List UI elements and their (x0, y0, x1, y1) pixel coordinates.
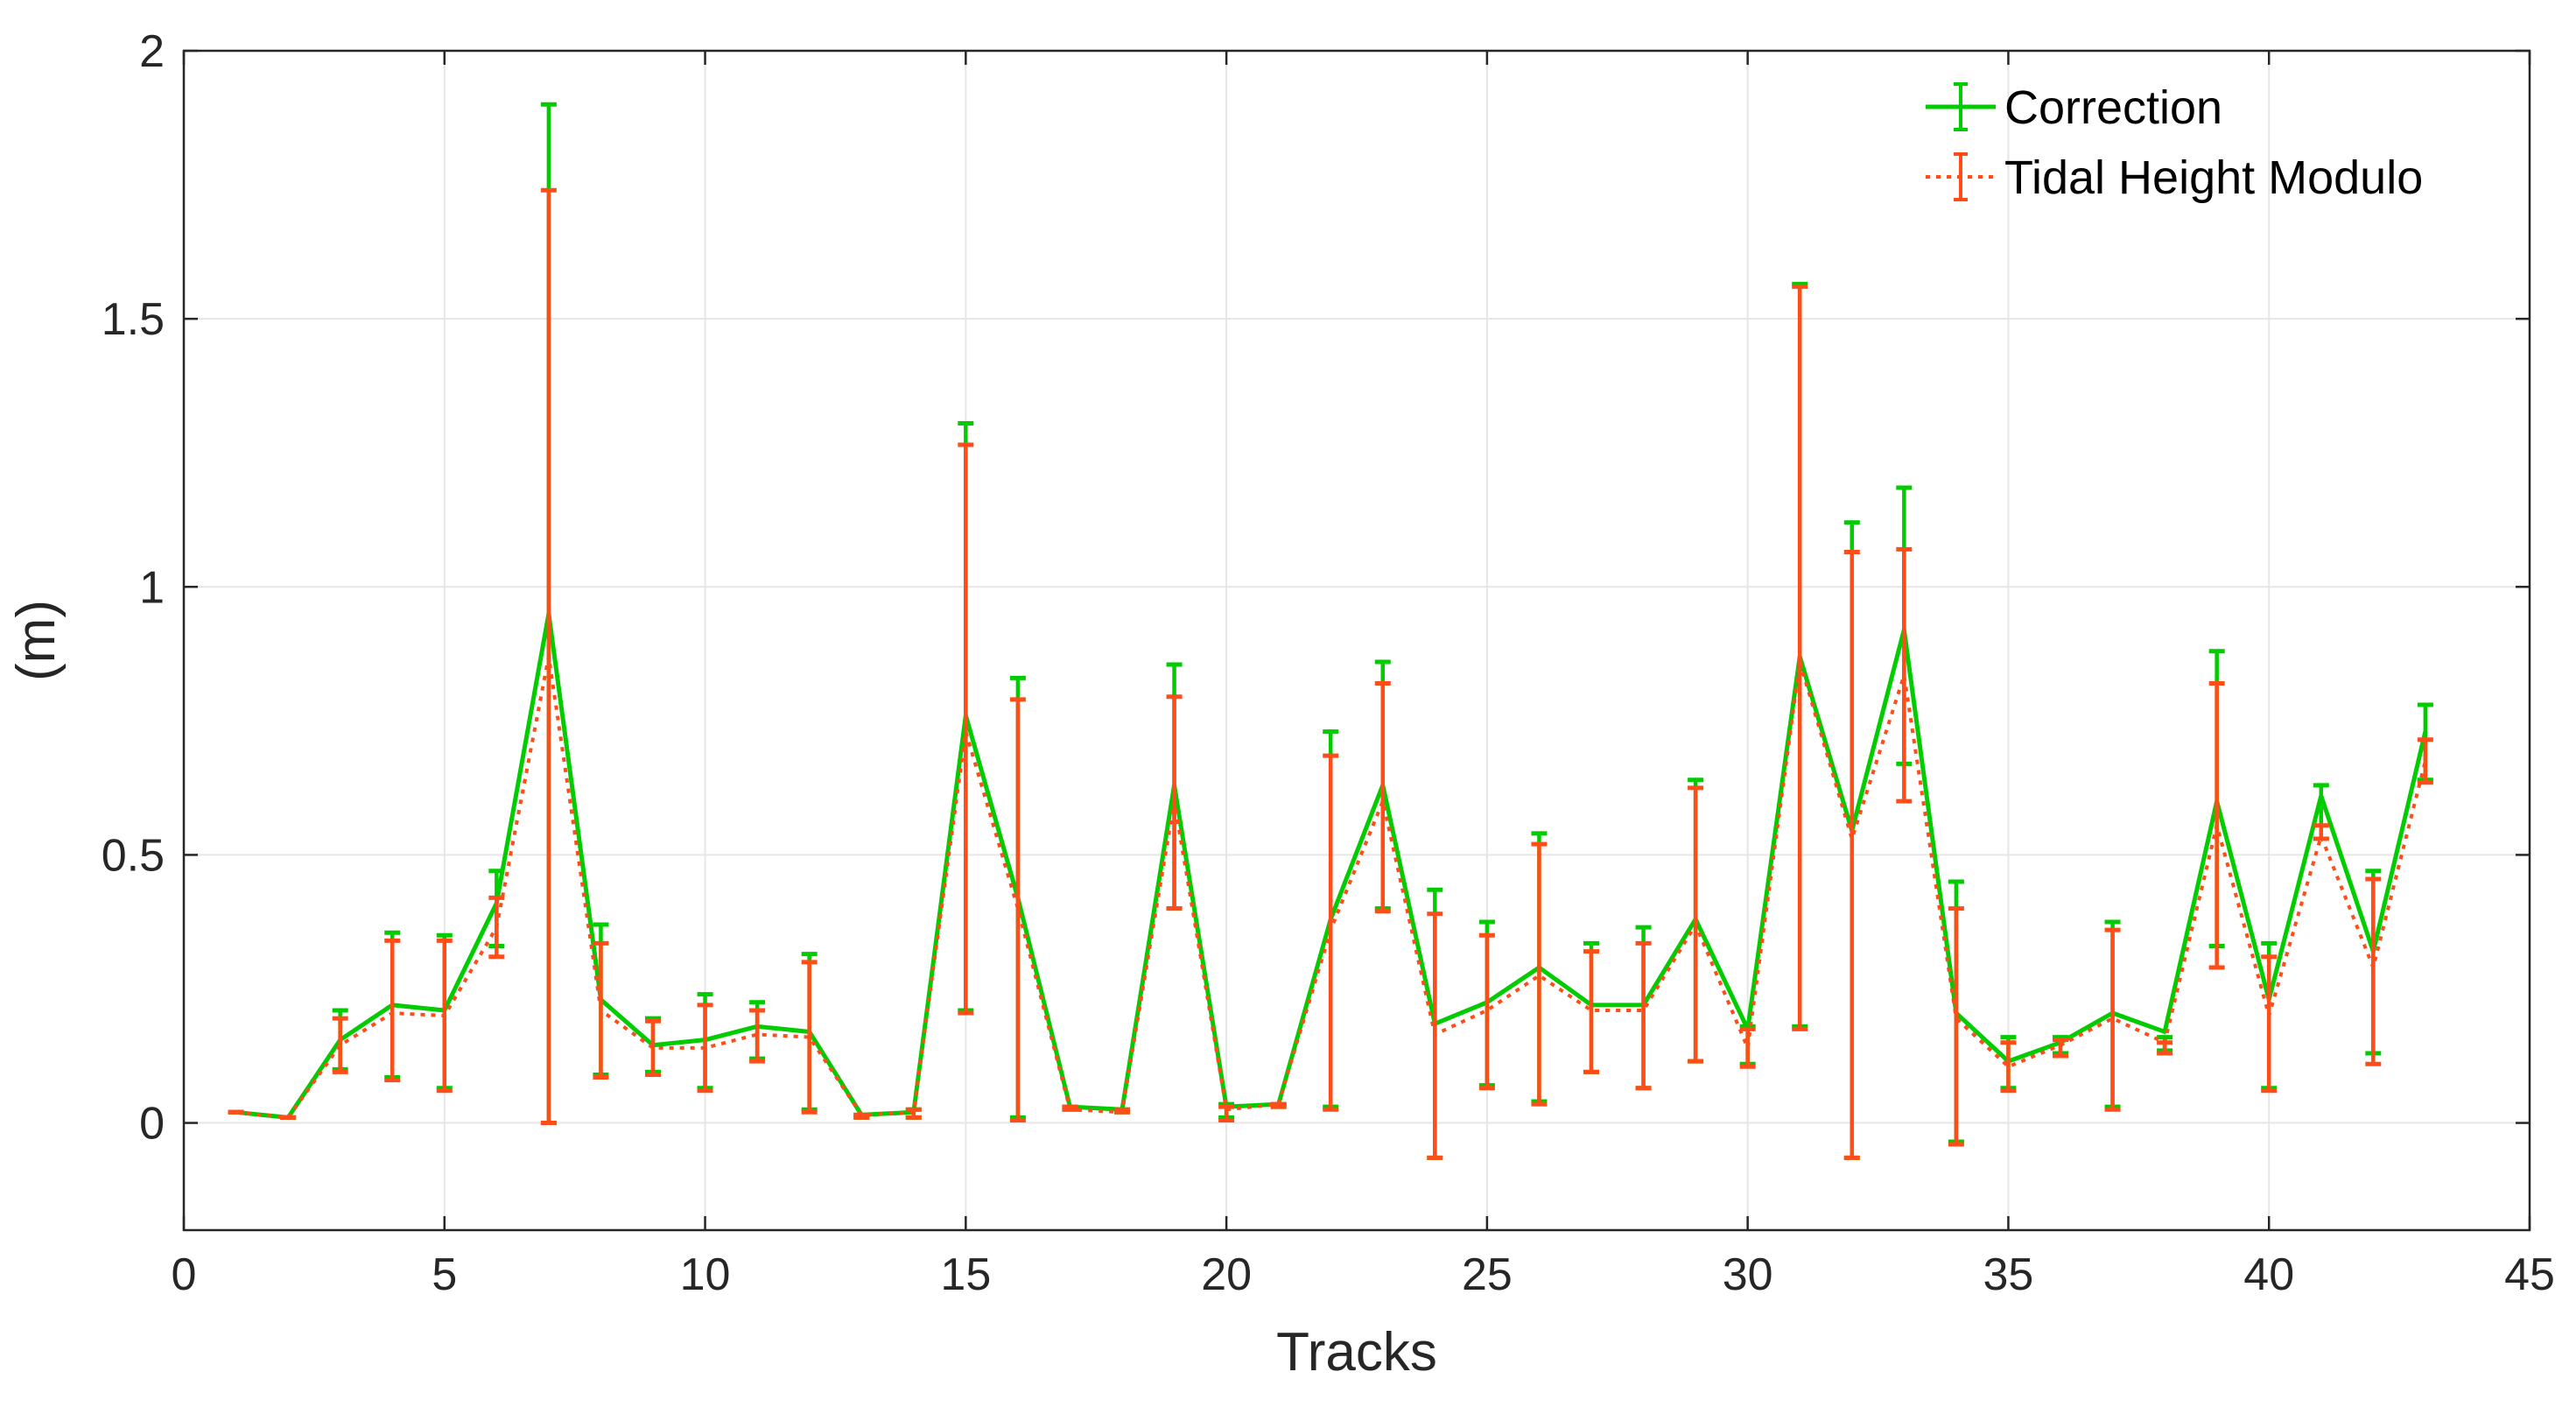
error-bar (1896, 546, 1913, 804)
legend-item-0: Correction (1926, 81, 2222, 134)
x-tick-label: 35 (1983, 1249, 2034, 1300)
x-axis-title: Tracks (1276, 1322, 1437, 1382)
error-bar (1009, 697, 1026, 1122)
x-tick-label: 10 (680, 1249, 731, 1300)
error-bar (1948, 906, 1964, 1147)
y-tick-label: 0 (139, 1099, 165, 1150)
error-bar (801, 960, 818, 1115)
error-bar (2313, 823, 2329, 841)
error-bar (540, 187, 557, 1126)
series-1 (228, 187, 2433, 1160)
legend-label: Tidal Height Modulo (2004, 151, 2423, 204)
error-bar (436, 938, 453, 1094)
error-bar (2053, 1038, 2068, 1059)
y-tick-label: 0.5 (102, 830, 165, 881)
error-bar (2157, 1040, 2173, 1056)
error-bar (384, 938, 401, 1083)
error-bar (1478, 932, 1495, 1091)
error-bar (2104, 927, 2121, 1112)
error-bar (2365, 876, 2382, 1066)
x-tick-label: 20 (1201, 1249, 1252, 1300)
legend-item-1: Tidal Height Modulo (1926, 151, 2423, 204)
error-bar (1635, 940, 1652, 1091)
error-bar (958, 442, 974, 1016)
error-bar (1218, 1104, 1235, 1122)
error-bar (332, 1016, 348, 1074)
axis-ticks: 0 5 10 15 20 25 30 35 40 45 0 0.5 1 1.5 2 (102, 26, 2555, 1300)
x-tick-label: 5 (432, 1249, 457, 1300)
y-tick-label: 1 (139, 562, 165, 613)
error-bar (1270, 1101, 1287, 1109)
error-bar (488, 895, 505, 960)
error-bar (697, 1002, 713, 1094)
legend: Correction Tidal Height Modulo (1926, 81, 2423, 204)
y-axis-title: (m) (6, 600, 67, 681)
series-layer (228, 102, 2433, 1160)
error-bar (1323, 753, 1339, 1112)
error-bar (1583, 949, 1599, 1074)
x-tick-label: 15 (940, 1249, 991, 1300)
error-bar (1166, 694, 1183, 911)
x-tick-label: 30 (1723, 1249, 1773, 1300)
error-bar (1739, 1026, 1756, 1069)
plot-frame (182, 49, 2531, 1232)
error-bar (2261, 954, 2278, 1094)
legend-label: Correction (2004, 81, 2222, 134)
x-tick-label: 0 (172, 1249, 197, 1300)
y-tick-label: 1.5 (102, 294, 165, 345)
error-bar (905, 1107, 922, 1120)
error-bar (1427, 911, 1443, 1160)
error-bar (2208, 680, 2225, 970)
x-tick-label: 40 (2243, 1249, 2294, 1300)
error-bar (1531, 841, 1548, 1107)
error-bar (1843, 549, 1860, 1160)
error-bar (749, 1008, 766, 1064)
x-tick-label: 25 (1462, 1249, 1513, 1300)
y-tick-label: 2 (139, 26, 165, 77)
error-bar (1062, 1104, 1078, 1112)
error-bar (645, 1018, 661, 1077)
error-bar (1374, 680, 1391, 914)
error-bar (1114, 1107, 1130, 1115)
error-bar (853, 1112, 870, 1120)
grid (183, 50, 2530, 1230)
x-tick-label: 45 (2504, 1249, 2555, 1300)
error-bar (593, 940, 609, 1080)
error-bar (2417, 737, 2433, 785)
error-bar (2000, 1040, 2017, 1094)
error-bar (1688, 785, 1704, 1064)
error-bar (1792, 284, 1808, 1031)
